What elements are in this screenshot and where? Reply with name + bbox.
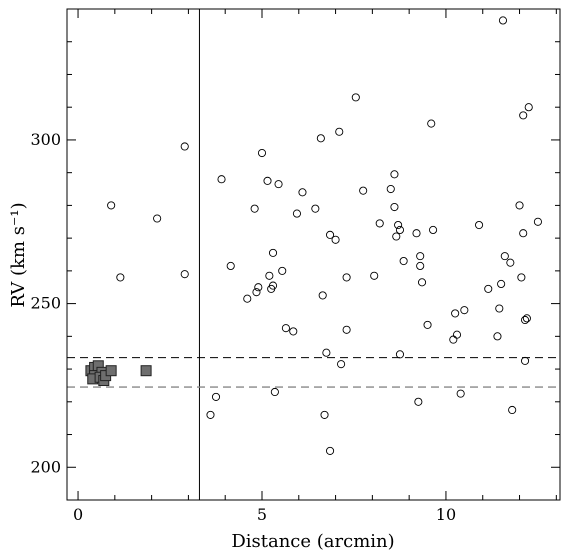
field-circle-point <box>416 261 425 271</box>
field-circle-point <box>326 230 335 239</box>
field-circle-point <box>498 16 508 25</box>
field-circle-point <box>417 278 427 287</box>
field-circle-point <box>449 335 458 344</box>
field-circle-point <box>533 217 542 226</box>
field-circle-point <box>268 248 278 257</box>
field-circle-point <box>515 201 524 210</box>
member-square-point <box>105 365 117 377</box>
field-circle-point <box>522 314 531 323</box>
field-circle-point <box>423 320 432 329</box>
field-circle-point <box>318 291 327 300</box>
field-circle-point <box>243 294 252 303</box>
field-circle-point <box>392 232 401 241</box>
field-circle-point <box>452 330 462 339</box>
field-circle-point <box>390 170 399 179</box>
field-circle-point <box>342 325 351 334</box>
x-tick-label: 10 <box>436 505 456 524</box>
field-circle-point <box>311 204 320 213</box>
field-circle-point <box>250 204 259 213</box>
field-circle-point <box>257 148 267 158</box>
y-tick-label: 300 <box>30 130 61 149</box>
field-circle-point <box>395 350 405 359</box>
x-tick-label: 0 <box>73 505 83 524</box>
field-circle-point <box>322 348 331 357</box>
field-circle-point <box>429 225 438 234</box>
field-circle-point <box>519 229 528 238</box>
field-circle-point <box>475 220 484 230</box>
field-circle-point <box>375 219 384 228</box>
x-axis-label: Distance (arcmin) <box>231 531 394 552</box>
field-circle-point <box>326 446 335 455</box>
field-circle-point <box>414 397 423 406</box>
field-circle-point <box>331 235 340 244</box>
field-circle-point <box>412 229 421 238</box>
field-circle-point <box>206 410 215 419</box>
field-circle-point <box>217 175 226 184</box>
reference-lines <box>67 9 560 500</box>
field-circle-point <box>500 252 509 261</box>
y-tick-label: 250 <box>30 294 61 313</box>
data-points <box>85 16 542 455</box>
field-circle-point <box>270 387 279 397</box>
y-axis-label: RV (km s⁻¹) <box>8 202 29 307</box>
field-circle-point <box>394 220 403 230</box>
member-square-point <box>140 365 152 377</box>
field-circle-point <box>337 360 346 369</box>
field-circle-point <box>427 119 436 128</box>
field-circle-point <box>460 306 469 315</box>
field-circle-point <box>180 142 189 151</box>
field-circle-point <box>506 258 515 267</box>
field-circle-point <box>451 309 460 318</box>
field-circle-point <box>116 273 125 282</box>
field-circle-point <box>493 332 502 341</box>
field-circle-point <box>456 389 465 398</box>
field-circle-point <box>342 273 351 282</box>
field-circle-point <box>520 356 530 365</box>
field-circle-point <box>289 327 298 336</box>
field-circle-point <box>153 214 162 223</box>
field-circle-point <box>268 281 278 290</box>
field-circle-point <box>495 304 504 313</box>
field-circle-point <box>395 225 405 234</box>
field-circle-point <box>335 127 344 136</box>
field-circle-point <box>508 405 517 415</box>
field-circle-point <box>390 202 399 212</box>
field-circle-point <box>370 271 379 280</box>
field-circle-point <box>484 284 493 293</box>
field-circle-point <box>316 134 325 143</box>
field-circle-point <box>254 283 263 292</box>
field-circle-point <box>320 410 329 419</box>
field-circle-point <box>252 288 261 297</box>
field-circle-point <box>399 256 408 266</box>
field-circle-point <box>292 209 301 218</box>
field-circle-point <box>281 324 290 333</box>
field-circle-point <box>517 273 526 282</box>
axes-group: 0 5 10 200 250 300 <box>30 8 560 524</box>
field-circle-point <box>107 201 116 210</box>
field-circle-point <box>180 270 189 279</box>
field-circle-point <box>226 261 235 271</box>
field-circle-point <box>278 266 287 275</box>
field-circle-point <box>519 111 528 120</box>
field-circle-point <box>263 176 272 185</box>
field-circle-point <box>497 279 506 289</box>
field-circle-point <box>524 103 533 112</box>
field-circle-point <box>298 188 307 197</box>
x-tick-label: 5 <box>257 505 267 524</box>
plot-frame <box>66 8 561 501</box>
field-circle-point <box>351 93 360 102</box>
field-circle-point <box>265 271 274 280</box>
y-tick-label: 200 <box>30 457 61 476</box>
field-circle-point <box>386 184 395 194</box>
field-circle-point <box>359 186 368 195</box>
field-circle-point <box>520 315 530 325</box>
field-circle-point <box>274 180 283 189</box>
field-circle-point <box>416 252 425 261</box>
field-circle-point <box>211 392 221 401</box>
